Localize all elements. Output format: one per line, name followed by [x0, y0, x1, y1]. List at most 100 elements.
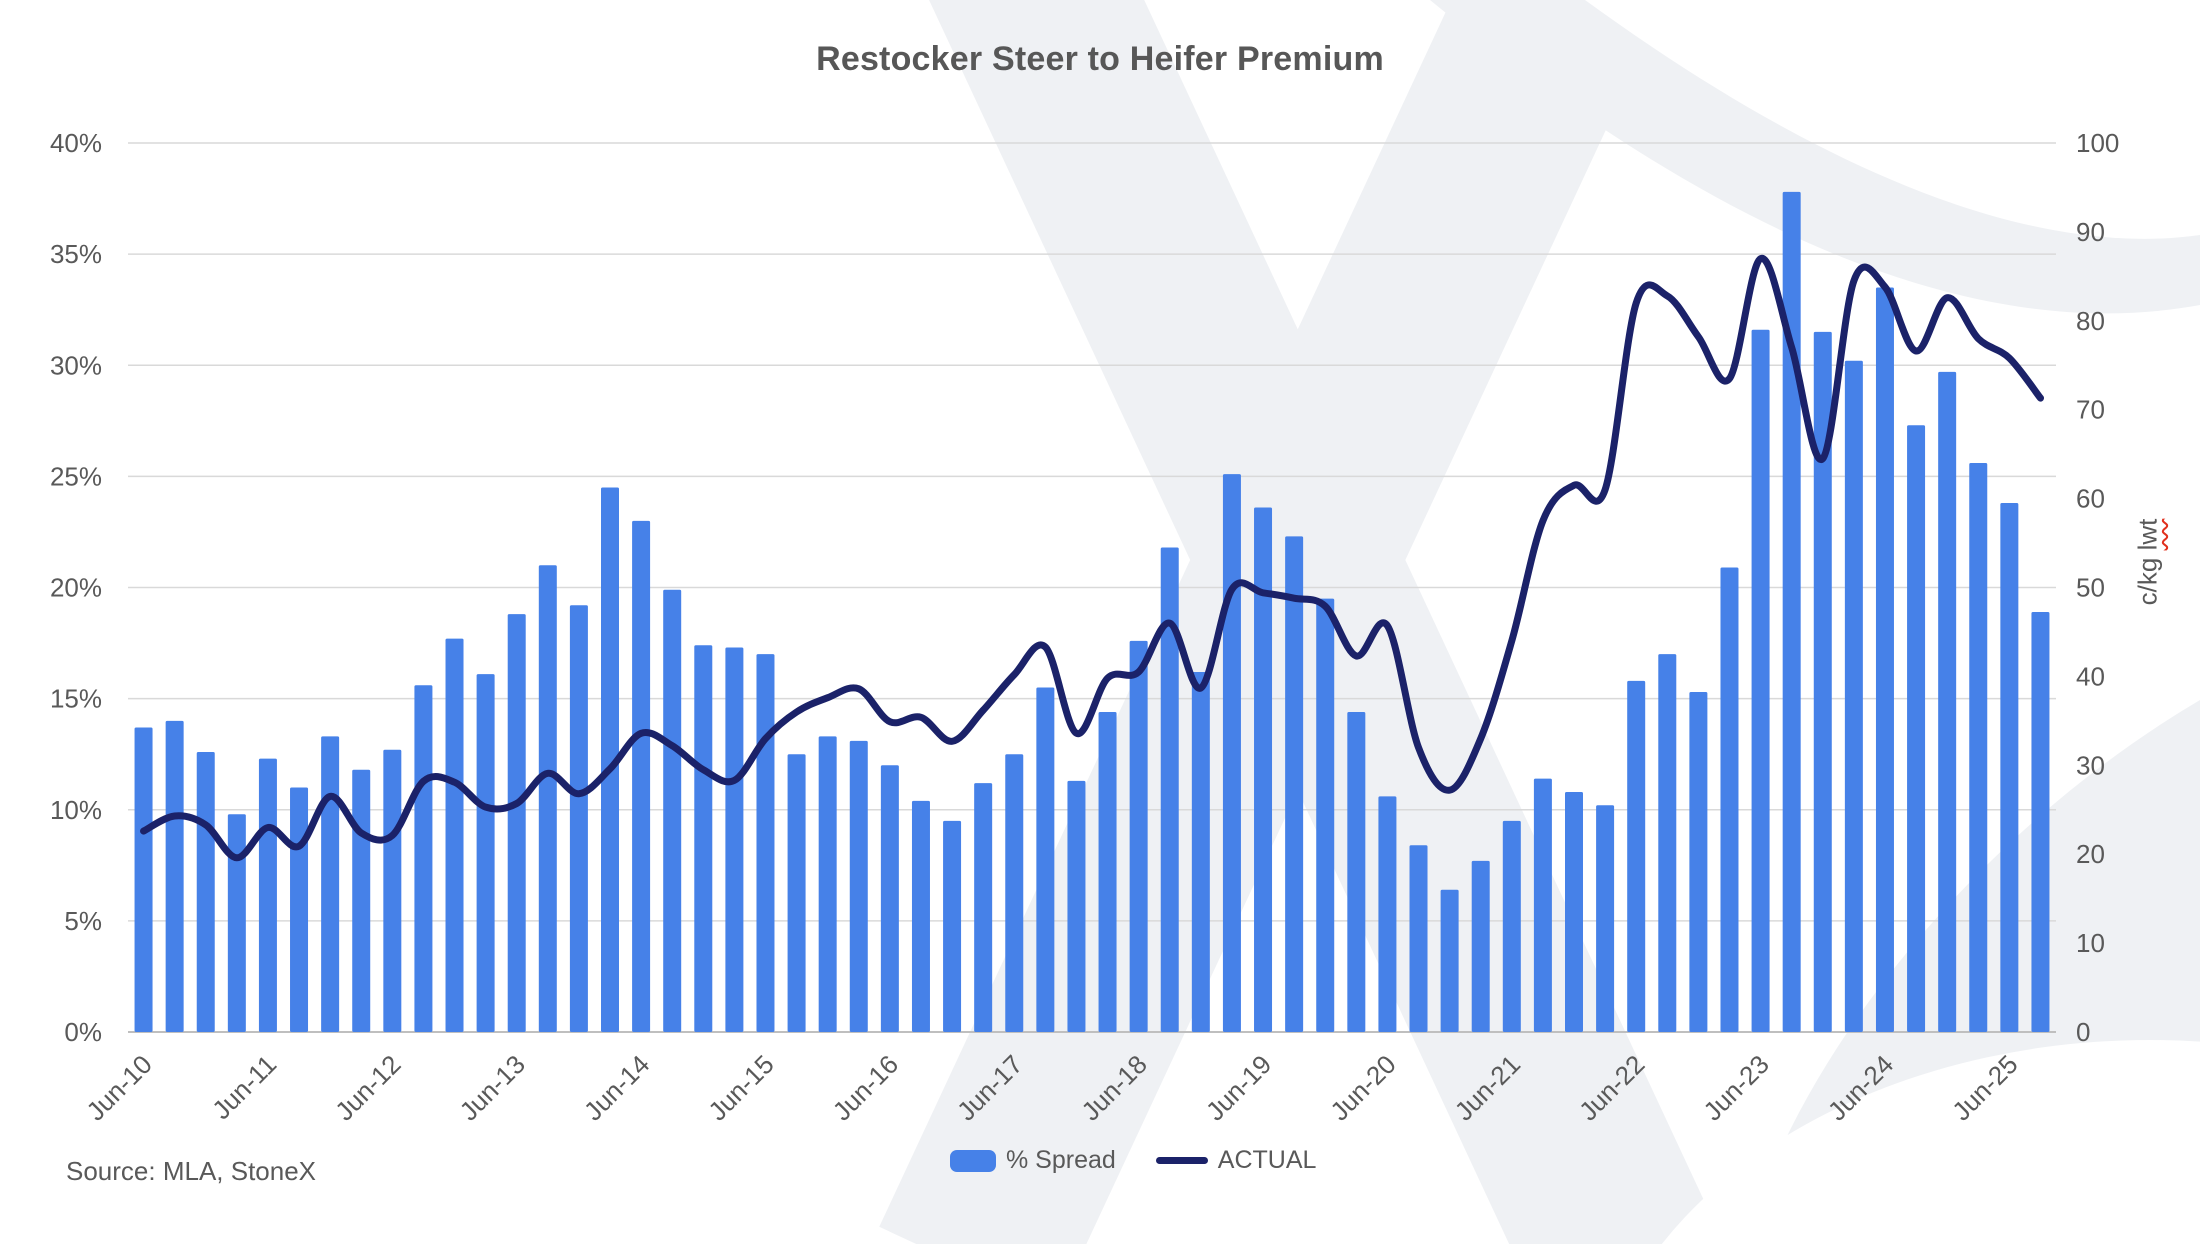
left-axis-tick-label: 30% — [50, 350, 102, 380]
bar — [694, 645, 713, 1032]
bar — [880, 765, 899, 1032]
bar — [1440, 889, 1459, 1032]
bar — [1160, 547, 1179, 1032]
bar — [849, 740, 868, 1032]
bar — [1565, 791, 1583, 1032]
bar — [290, 787, 309, 1032]
bar — [1782, 191, 1801, 1032]
bar — [1720, 567, 1739, 1032]
bar — [383, 749, 402, 1032]
right-axis-tick-label: 40 — [2076, 661, 2105, 691]
bar — [134, 727, 153, 1032]
bar — [538, 565, 557, 1032]
bar — [1844, 360, 1863, 1032]
x-axis-tick-label: Jun-10 — [80, 1049, 157, 1126]
legend-bar-swatch-icon — [950, 1149, 996, 1172]
bar — [1254, 507, 1273, 1032]
bar — [1689, 691, 1708, 1032]
bar — [818, 736, 837, 1032]
x-axis-tick-label: Jun-23 — [1697, 1049, 1774, 1126]
bar — [2031, 611, 2050, 1032]
chart-title: Restocker Steer to Heifer Premium — [816, 40, 1384, 78]
bar — [1378, 796, 1397, 1032]
bar — [414, 685, 433, 1032]
x-axis-tick-label: Jun-20 — [1324, 1049, 1401, 1126]
x-axis-tick-label: Jun-13 — [454, 1049, 531, 1126]
right-axis-tick-label: 90 — [2076, 217, 2105, 247]
bar — [321, 736, 340, 1032]
bar — [1098, 711, 1117, 1032]
x-axis-tick-label: Jun-12 — [329, 1049, 406, 1126]
bar — [1627, 680, 1646, 1032]
bar — [1191, 671, 1210, 1032]
bar — [1471, 860, 1490, 1032]
right-axis-tick-label: 60 — [2076, 484, 2105, 514]
bar — [1596, 805, 1615, 1032]
x-axis-tick-label: Jun-19 — [1200, 1049, 1277, 1126]
actual-line — [140, 255, 2044, 862]
right-axis-title: c/kg lwt — [2133, 519, 2164, 606]
bar — [756, 654, 775, 1032]
bar — [196, 751, 215, 1032]
bar — [1316, 598, 1335, 1032]
right-axis-tick-label: 30 — [2076, 750, 2105, 780]
bar — [352, 769, 371, 1032]
left-axis-tick-label: 15% — [50, 684, 102, 714]
x-axis-tick-label: Jun-16 — [827, 1049, 904, 1126]
left-axis-tick-label: 0% — [64, 1017, 102, 1047]
bar — [725, 647, 744, 1032]
bar — [1938, 371, 1957, 1033]
right-axis-tick-label: 0 — [2076, 1017, 2090, 1047]
bar — [227, 814, 246, 1032]
bar — [911, 800, 930, 1032]
legend-bar-label: % Spread — [1006, 1146, 1116, 1174]
bar — [1067, 780, 1086, 1032]
right-axis-tick-label: 50 — [2076, 573, 2105, 603]
bar — [1005, 754, 1024, 1032]
bar — [569, 605, 588, 1032]
bar — [1222, 474, 1241, 1033]
left-axis-tick-label: 10% — [50, 795, 102, 825]
bar — [1875, 287, 1894, 1032]
bar — [1409, 845, 1428, 1032]
bar — [1658, 654, 1677, 1032]
bar — [1036, 687, 1055, 1032]
left-axis-tick-label: 5% — [64, 906, 102, 936]
legend: % Spread ACTUAL — [950, 1146, 1316, 1175]
left-axis-tick-label: 40% — [50, 128, 102, 158]
bar — [663, 589, 682, 1032]
bar — [507, 614, 526, 1032]
left-axis-tick-label: 20% — [50, 573, 102, 603]
bar — [1969, 463, 1988, 1032]
right-axis-tick-label: 70 — [2076, 395, 2105, 425]
right-axis-title-misspelled-word: lwt — [2132, 518, 2163, 551]
right-axis-tick-label: 100 — [2076, 128, 2119, 158]
bar — [445, 638, 464, 1032]
bar — [1907, 425, 1926, 1032]
bar — [1751, 329, 1770, 1032]
right-axis-title-prefix: c/kg — [2132, 557, 2163, 606]
x-axis-tick-label: Jun-14 — [578, 1049, 655, 1126]
bar — [1129, 640, 1148, 1032]
bar — [2000, 503, 2019, 1032]
bar — [974, 783, 993, 1032]
bar — [1347, 711, 1366, 1032]
left-axis-tick-label: 35% — [50, 239, 102, 269]
bar — [1533, 778, 1552, 1032]
legend-line-label: ACTUAL — [1217, 1146, 1317, 1174]
right-axis-tick-label: 10 — [2076, 928, 2105, 958]
x-axis-tick-label: Jun-15 — [702, 1049, 779, 1126]
bar — [601, 487, 619, 1032]
bar — [258, 758, 277, 1032]
bar — [1502, 820, 1521, 1032]
legend-line-swatch-icon — [1155, 1157, 1208, 1164]
bar — [787, 754, 806, 1032]
bar — [476, 674, 495, 1032]
bar — [165, 720, 184, 1032]
bar — [1813, 331, 1832, 1033]
left-axis-tick-label: 25% — [50, 461, 102, 491]
right-axis-tick-label: 80 — [2076, 306, 2105, 336]
bar — [1285, 536, 1304, 1032]
